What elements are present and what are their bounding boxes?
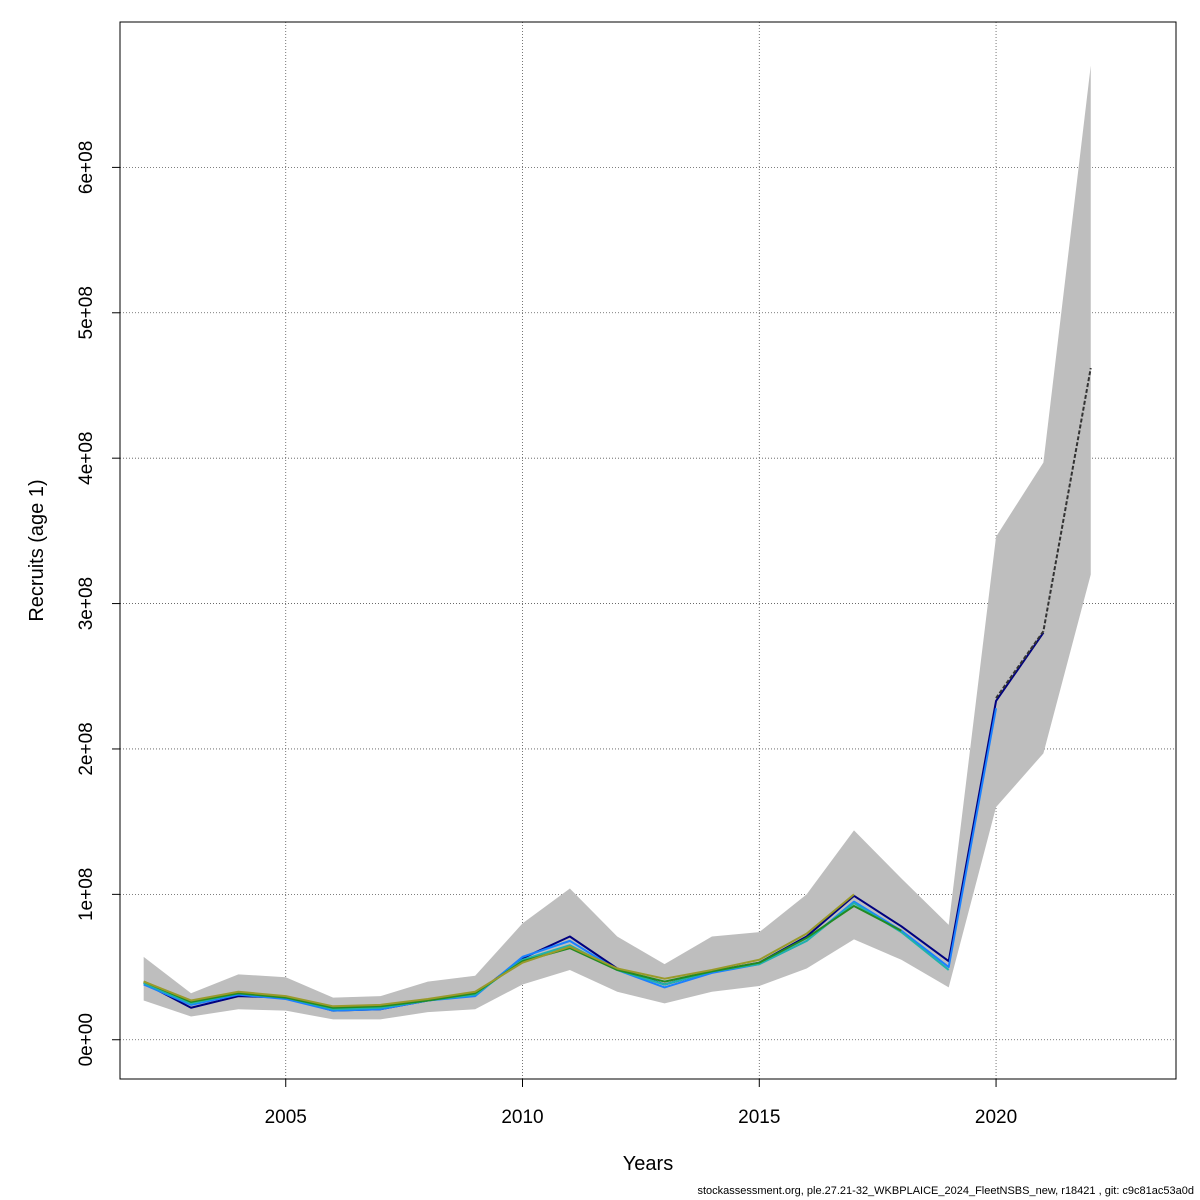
y-tick-label-0: 0e+00 <box>76 1013 97 1066</box>
y-axis: 0e+00 1e+08 2e+08 3e+08 4e+08 5e+08 6e+08 <box>76 141 121 1066</box>
series-layer <box>143 367 1092 1012</box>
y-tick-label-6: 6e+08 <box>76 141 97 194</box>
x-axis-title: Years <box>623 1153 673 1175</box>
series-line-3 <box>143 904 902 1009</box>
x-tick-label-1: 2010 <box>501 1107 543 1128</box>
series-line-1 <box>143 708 998 1012</box>
series-line-5 <box>995 367 1092 699</box>
x-tick-label-2: 2015 <box>738 1107 780 1128</box>
footer-source-text: stockassessment.org, ple.27.21-32_WKBPLA… <box>697 1185 1194 1197</box>
x-axis: 2005 2010 2015 2020 <box>265 1078 1017 1128</box>
series-line-4 <box>143 893 855 1008</box>
y-axis-title: Recruits (age 1) <box>26 479 48 621</box>
y-tick-label-5: 5e+08 <box>76 286 97 339</box>
y-tick-label-2: 2e+08 <box>76 722 97 775</box>
y-tick-label-4: 4e+08 <box>76 431 97 484</box>
x-tick-label-0: 2005 <box>265 1107 307 1128</box>
x-tick-label-3: 2020 <box>975 1107 1017 1128</box>
y-tick-label-1: 1e+08 <box>76 868 97 921</box>
y-tick-label-3: 3e+08 <box>76 577 97 630</box>
